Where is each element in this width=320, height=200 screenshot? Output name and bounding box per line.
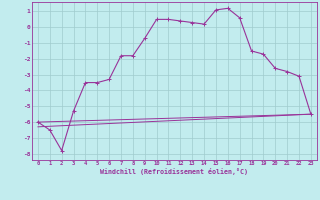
X-axis label: Windchill (Refroidissement éolien,°C): Windchill (Refroidissement éolien,°C) xyxy=(100,168,248,175)
